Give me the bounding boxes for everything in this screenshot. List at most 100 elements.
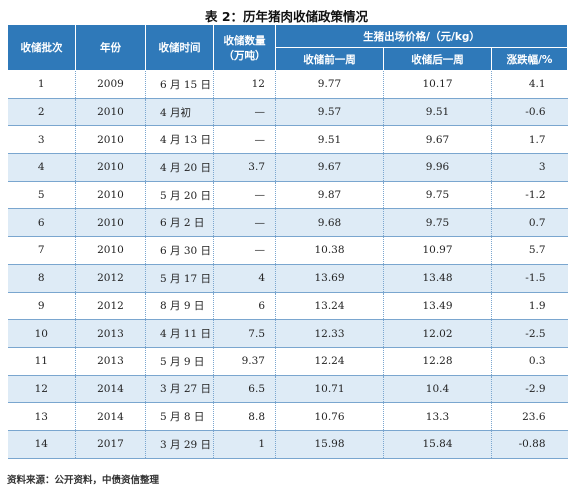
cell-change: 5.7: [491, 236, 568, 265]
table-row: 8 2012 5 月 17 日 4 13.69 13.48 -1.5: [7, 264, 568, 293]
table-row: 11 2013 5 月 9 日 9.37 12.24 12.28 0.3: [7, 347, 568, 376]
cell-change: 0.3: [491, 347, 568, 376]
cell-after: 9.67: [383, 125, 492, 155]
cell-change: 4.1: [491, 70, 568, 99]
cell-batch: 5: [7, 181, 76, 210]
table-row: 3 2010 4 月 13 日 — 9.51 9.67 1.7: [7, 125, 568, 155]
table-row: 2 2010 4 月初 — 9.57 9.51 -0.6: [7, 98, 568, 127]
cell-change: -2.5: [491, 319, 568, 348]
cell-time: 6 月 15 日: [145, 70, 214, 99]
cell-after: 13.49: [383, 292, 492, 321]
cell-amount: 6.5: [213, 375, 276, 404]
cell-batch: 12: [7, 375, 76, 404]
cell-year: 2010: [75, 125, 146, 155]
cell-batch: 13: [7, 402, 76, 431]
table-row: 13 2014 5 月 8 日 8.8 10.76 13.3 23.6: [7, 402, 568, 431]
cell-year: 2010: [75, 181, 146, 210]
cell-time: 4 月 11 日: [145, 319, 214, 348]
cell-year: 2017: [75, 430, 146, 459]
cell-change: 1.7: [491, 125, 568, 155]
cell-before: 9.87: [275, 181, 384, 210]
cell-time: 6 月 30 日: [145, 236, 214, 265]
table-row: 9 2012 8 月 9 日 6 13.24 13.49 1.9: [7, 292, 568, 321]
cell-year: 2010: [75, 153, 146, 182]
cell-year: 2012: [75, 292, 146, 321]
cell-batch: 9: [7, 292, 76, 321]
cell-batch: 2: [7, 98, 76, 127]
cell-amount: 9.37: [213, 347, 276, 376]
cell-batch: 8: [7, 264, 76, 293]
cell-batch: 11: [7, 347, 76, 376]
cell-after: 15.84: [383, 430, 492, 459]
cell-amount: —: [213, 236, 276, 265]
cell-change: -0.88: [491, 430, 568, 459]
source-note: 资料来源：公开资料，中债资信整理: [7, 475, 160, 486]
cell-after: 10.4: [383, 375, 492, 404]
cell-time: 5 月 8 日: [145, 402, 214, 431]
cell-time: 6 月 2 日: [145, 208, 214, 238]
cell-time: 4 月 20 日: [145, 153, 214, 182]
cell-before: 9.77: [275, 70, 384, 99]
cell-change: -1.5: [491, 264, 568, 293]
cell-before: 12.33: [275, 319, 384, 348]
cell-change: 1.9: [491, 292, 568, 321]
cell-before: 13.24: [275, 292, 384, 321]
cell-after: 10.97: [383, 236, 492, 265]
cell-before: 9.57: [275, 98, 384, 127]
table-row: 10 2013 4 月 11 日 7.5 12.33 12.02 -2.5: [7, 319, 568, 348]
cell-year: 2010: [75, 98, 146, 127]
cell-batch: 6: [7, 208, 76, 238]
cell-time: 4 月 13 日: [145, 125, 214, 155]
cell-year: 2013: [75, 347, 146, 376]
cell-before: 12.24: [275, 347, 384, 376]
cell-batch: 7: [7, 236, 76, 265]
header-amount-line2: （万吨）: [223, 49, 266, 62]
cell-change: -1.2: [491, 181, 568, 210]
table-row: 4 2010 4 月 20 日 3.7 9.67 9.96 3: [7, 153, 568, 182]
table-row: 5 2010 5 月 20 日 — 9.87 9.75 -1.2: [7, 181, 568, 210]
cell-batch: 1: [7, 70, 76, 99]
cell-amount: 12: [213, 70, 276, 99]
cell-change: 0.7: [491, 208, 568, 238]
cell-after: 9.75: [383, 181, 492, 210]
table-row: 7 2010 6 月 30 日 — 10.38 10.97 5.7: [7, 236, 568, 265]
cell-after: 9.75: [383, 208, 492, 238]
cell-batch: 14: [7, 430, 76, 459]
cell-amount: 6: [213, 292, 276, 321]
table-row: 6 2010 6 月 2 日 — 9.68 9.75 0.7: [7, 208, 568, 238]
cell-year: 2009: [75, 70, 146, 99]
cell-amount: 8.8: [213, 402, 276, 431]
table-row: 12 2014 3 月 27 日 6.5 10.71 10.4 -2.9: [7, 375, 568, 404]
table-row: 1 2009 6 月 15 日 12 9.77 10.17 4.1: [7, 70, 568, 99]
cell-time: 5 月 20 日: [145, 181, 214, 210]
cell-amount: —: [213, 208, 276, 238]
cell-batch: 10: [7, 319, 76, 348]
cell-batch: 4: [7, 153, 76, 182]
cell-amount: 4: [213, 264, 276, 293]
cell-amount: —: [213, 181, 276, 210]
header-batch: 收储批次: [7, 24, 76, 71]
cell-year: 2014: [75, 375, 146, 404]
cell-change: -2.9: [491, 375, 568, 404]
cell-before: 13.69: [275, 264, 384, 293]
cell-time: 5 月 17 日: [145, 264, 214, 293]
cell-change: -0.6: [491, 98, 568, 127]
cell-time: 3 月 29 日: [145, 430, 214, 459]
header-year: 年份: [75, 24, 146, 71]
cell-amount: 3.7: [213, 153, 276, 182]
cell-year: 2014: [75, 402, 146, 431]
cell-change: 3: [491, 153, 568, 182]
table-title: 表 2：历年猪肉收储政策情况: [204, 9, 369, 24]
cell-amount: 1: [213, 430, 276, 459]
cell-after: 13.3: [383, 402, 492, 431]
cell-after: 12.02: [383, 319, 492, 348]
cell-time: 5 月 9 日: [145, 347, 214, 376]
table-row: 14 2017 3 月 29 日 1 15.98 15.84 -0.88: [7, 430, 568, 459]
header-amount-line1: 收储数量: [223, 34, 266, 47]
cell-before: 9.67: [275, 153, 384, 182]
cell-year: 2010: [75, 208, 146, 238]
pork-reserve-table: 收储批次 年份 收储时间 收储数量 （万吨） 生猪出场价格/（元/kg） 收储前…: [7, 24, 569, 459]
cell-before: 10.71: [275, 375, 384, 404]
cell-after: 12.28: [383, 347, 492, 376]
cell-after: 9.96: [383, 153, 492, 182]
